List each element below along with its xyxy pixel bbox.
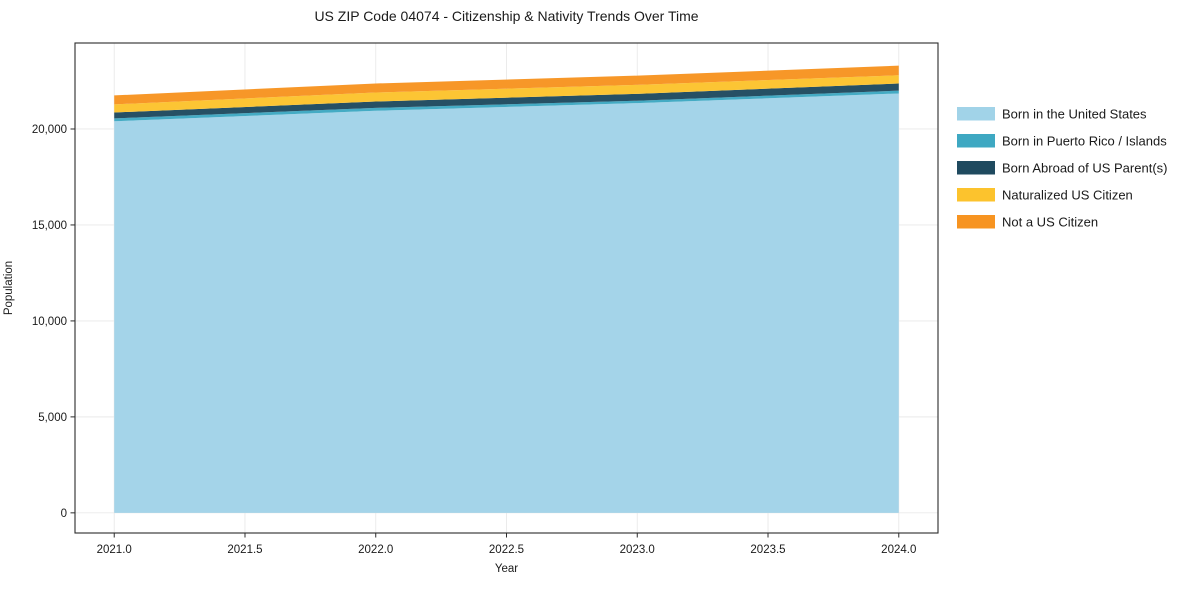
y-tick-label: 10,000: [32, 316, 67, 328]
area-series-3: [114, 75, 899, 113]
x-tick-label: 2021.5: [227, 544, 262, 556]
area-series-1: [114, 90, 899, 122]
x-axis-label: Year: [495, 563, 518, 575]
y-tick-label: 20,000: [32, 124, 67, 136]
y-tick-label: 0: [61, 508, 67, 520]
x-tick-label: 2021.0: [97, 544, 132, 556]
legend-swatch-1: [957, 134, 995, 148]
area-series-0: [114, 93, 899, 513]
legend-swatch-3: [957, 188, 995, 202]
x-tick-label: 2023.0: [620, 544, 655, 556]
x-tick-label: 2022.0: [358, 544, 393, 556]
legend-label-4: Not a US Citizen: [1002, 215, 1098, 230]
legend-swatch-2: [957, 161, 995, 175]
plot-area: 2021.0 2021.5 2022.0 2022.5 2023.0 2023.5 2024…: [32, 42, 939, 556]
legend-label-1: Born in Puerto Rico / Islands: [1002, 134, 1167, 149]
x-tick-label: 2023.5: [750, 544, 785, 556]
y-tick-label: 5,000: [38, 412, 67, 424]
y-axis-label: Population: [3, 261, 15, 315]
y-tick-label: 15,000: [32, 220, 67, 232]
x-tick-label: 2022.5: [489, 544, 524, 556]
legend-label-0: Born in the United States: [1002, 107, 1147, 122]
legend: Born in the United States Born in Puerto …: [957, 107, 1167, 230]
x-tick-label: 2024.0: [881, 544, 916, 556]
legend-swatch-4: [957, 215, 995, 229]
area-series-2: [114, 83, 899, 119]
chart-title: US ZIP Code 04074 - Citizenship & Nativi…: [314, 8, 698, 24]
axis-ticks: 2021.0 2021.5 2022.0 2022.5 2023.0 2023.5 2024…: [32, 124, 917, 556]
legend-swatch-0: [957, 107, 995, 121]
legend-label-2: Born Abroad of US Parent(s): [1002, 161, 1167, 176]
area-series-4: [114, 65, 899, 105]
legend-label-3: Naturalized US Citizen: [1002, 188, 1133, 203]
